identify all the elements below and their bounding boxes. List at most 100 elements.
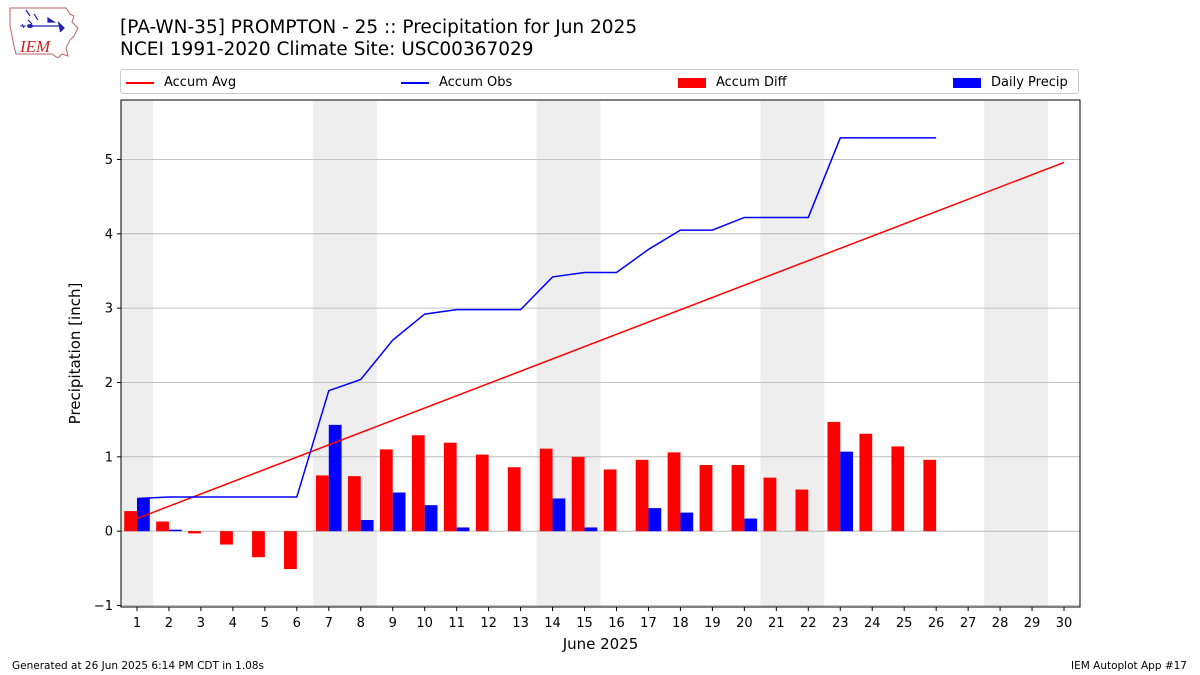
accum-diff-bar-10	[411, 435, 425, 532]
daily-precip-bar-10	[424, 505, 438, 532]
legend-label-accum-diff: Accum Diff	[716, 75, 787, 90]
legend-item-daily-precip: Daily Precip	[953, 70, 1068, 95]
logo-text: IEM	[19, 37, 51, 56]
accum-diff-bar-7	[315, 475, 329, 532]
accum-diff-bar-25	[891, 446, 905, 532]
xtick-label-11: 11	[448, 616, 465, 631]
ytick-label-5: 5	[105, 153, 113, 168]
accum-diff-bar-6	[284, 531, 297, 570]
iem-iowa-logo-icon	[9, 7, 79, 58]
daily-precip-bar-9	[392, 492, 406, 532]
xtick-label-7: 7	[325, 616, 333, 631]
ytick-label-1: 1	[105, 450, 113, 465]
x-axis-label: June 2025	[562, 635, 639, 653]
xtick-label-6: 6	[293, 616, 301, 631]
legend-swatch-accum-avg	[126, 81, 154, 84]
accum-diff-bar-19	[699, 465, 713, 532]
xtick-label-27: 27	[960, 616, 977, 631]
accum-diff-bar-3	[188, 531, 201, 534]
legend-item-accum-obs: Accum Obs	[401, 70, 512, 95]
accum-diff-bar-5	[252, 531, 265, 558]
footer-generated: Generated at 26 Jun 2025 6:14 PM CDT in …	[12, 660, 265, 672]
footer-app: IEM Autoplot App #17	[1071, 660, 1187, 672]
xtick-label-19: 19	[704, 616, 721, 631]
ytick-label-3: 3	[105, 302, 113, 317]
legend-swatch-daily-precip	[953, 77, 981, 88]
xtick-label-14: 14	[544, 616, 561, 631]
daily-precip-bar-7	[328, 424, 342, 532]
xtick-label-15: 15	[576, 616, 593, 631]
ytick-label-0: 0	[105, 525, 113, 540]
accum-diff-bar-22	[795, 489, 809, 532]
accum-diff-bar-8	[347, 476, 361, 532]
legend-label-accum-obs: Accum Obs	[439, 75, 513, 90]
accum-diff-bar-13	[507, 467, 521, 532]
y-axis-label: Precipitation [inch]	[66, 283, 84, 425]
daily-precip-bar-20	[744, 518, 758, 532]
ytick-label-2: 2	[105, 376, 113, 391]
xtick-label-21: 21	[768, 616, 785, 631]
legend-label-accum-avg: Accum Avg	[164, 75, 237, 90]
accum-diff-bar-4	[220, 531, 233, 545]
plot-frame	[120, 99, 1081, 608]
xtick-label-20: 20	[736, 616, 753, 631]
accum-diff-bar-26	[923, 459, 937, 532]
xtick-label-10: 10	[416, 616, 433, 631]
daily-precip-bar-2	[168, 529, 182, 532]
ytick-label--1: −1	[94, 599, 113, 614]
legend-label-daily-precip: Daily Precip	[991, 75, 1068, 90]
accum-diff-bar-16	[603, 469, 617, 532]
legend-item-accum-diff: Accum Diff	[678, 70, 787, 95]
daily-precip-bar-11	[456, 527, 470, 532]
accum-diff-bar-9	[379, 449, 393, 532]
accum-diff-bar-24	[859, 433, 873, 532]
accum-diff-bar-14	[539, 448, 553, 532]
daily-precip-bar-1	[136, 498, 150, 532]
daily-precip-bar-18	[680, 512, 694, 532]
accum-diff-bar-20	[731, 465, 745, 532]
xtick-label-26: 26	[928, 616, 945, 631]
title-line-1: [PA-WN-35] PROMPTON - 25 :: Precipitatio…	[120, 17, 638, 38]
accum-diff-bar-12	[475, 454, 489, 532]
xtick-label-4: 4	[229, 616, 237, 631]
accum-obs-line	[136, 137, 937, 500]
accum-avg-line	[136, 161, 1065, 520]
xtick-label-22: 22	[800, 616, 817, 631]
accum-diff-bar-1	[124, 511, 137, 532]
accum-diff-bar-18	[667, 452, 681, 532]
xtick-label-9: 9	[389, 616, 397, 631]
ytick-label-4: 4	[105, 227, 113, 242]
chart-title: [PA-WN-35] PROMPTON - 25 :: Precipitatio…	[120, 17, 637, 61]
xtick-label-3: 3	[197, 616, 205, 631]
accum-diff-bar-2	[156, 521, 169, 532]
accum-diff-bar-21	[763, 477, 777, 532]
xtick-label-1: 1	[133, 616, 141, 631]
xtick-label-30: 30	[1056, 616, 1073, 631]
legend-swatch-accum-diff	[678, 77, 706, 88]
xtick-label-13: 13	[512, 616, 529, 631]
xtick-label-29: 29	[1024, 616, 1041, 631]
legend-swatch-accum-obs	[401, 81, 429, 84]
xtick-label-24: 24	[864, 616, 881, 631]
xtick-label-5: 5	[261, 616, 269, 631]
daily-precip-bar-23	[840, 451, 854, 532]
xtick-label-25: 25	[896, 616, 913, 631]
xtick-label-17: 17	[640, 616, 657, 631]
daily-precip-bar-8	[360, 520, 374, 532]
title-line-2: NCEI 1991-2020 Climate Site: USC00367029	[120, 39, 534, 60]
accum-diff-bar-15	[571, 456, 585, 532]
weekend-band-4	[984, 100, 1049, 607]
xtick-label-8: 8	[357, 616, 365, 631]
daily-precip-bar-17	[648, 508, 662, 532]
xtick-label-23: 23	[832, 616, 849, 631]
accum-diff-bar-17	[635, 459, 649, 532]
xtick-label-16: 16	[608, 616, 625, 631]
xtick-label-2: 2	[165, 616, 173, 631]
accum-diff-bar-23	[827, 421, 841, 532]
legend: Accum Avg Accum Obs Accum Diff Daily Pre…	[120, 69, 1079, 94]
xtick-label-18: 18	[672, 616, 689, 631]
xtick-label-12: 12	[480, 616, 497, 631]
accum-diff-bar-11	[443, 442, 457, 532]
legend-item-accum-avg: Accum Avg	[126, 70, 236, 95]
